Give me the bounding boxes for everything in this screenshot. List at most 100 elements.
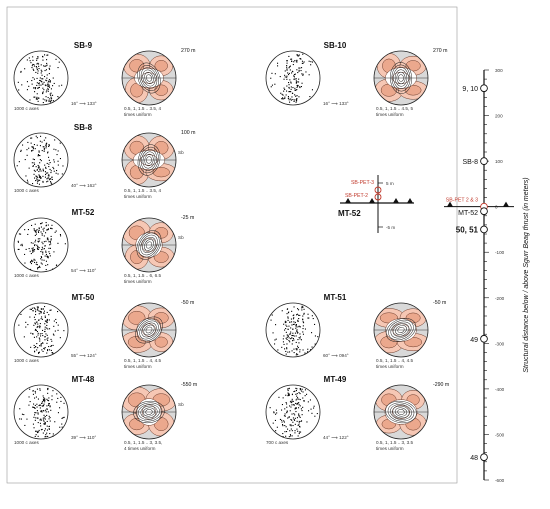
- c-axis-point: [61, 173, 63, 175]
- c-axis-point: [34, 350, 36, 352]
- c-axis-point: [46, 420, 48, 422]
- c-axis-point: [294, 432, 296, 434]
- c-axis-point: [41, 428, 43, 430]
- c-axis-point: [293, 76, 295, 78]
- c-axis-point: [41, 234, 43, 236]
- c-axis-point: [40, 256, 42, 258]
- c-axis-point: [286, 431, 288, 433]
- c-axis-point: [271, 72, 273, 74]
- sb-label: Sb: [178, 150, 184, 155]
- c-axis-point: [33, 64, 35, 66]
- c-axis-point: [286, 347, 288, 349]
- c-axis-point: [304, 395, 306, 397]
- c-axis-point: [43, 65, 45, 67]
- c-axis-point: [52, 94, 54, 96]
- c-axis-point: [51, 395, 53, 397]
- c-axis-point: [57, 412, 59, 414]
- c-axis-point: [20, 244, 22, 246]
- c-axis-point: [282, 433, 284, 435]
- c-axis-point: [20, 313, 22, 315]
- c-axis-point: [47, 392, 49, 394]
- c-axis-point: [48, 425, 50, 427]
- c-axis-point: [299, 314, 301, 316]
- c-axis-point: [42, 228, 44, 230]
- c-axis-point: [33, 87, 35, 89]
- c-axis-point: [44, 422, 46, 424]
- c-axis-point: [30, 253, 32, 255]
- c-axis-point: [56, 401, 58, 403]
- c-axis-point: [294, 332, 296, 334]
- c-axis-point: [286, 78, 288, 80]
- c-axis-point: [293, 74, 295, 76]
- c-axis-point: [39, 145, 41, 147]
- c-axis-point: [20, 71, 22, 73]
- c-axis-point: [25, 248, 27, 250]
- c-axis-point: [45, 251, 47, 253]
- c-axis-point: [37, 334, 39, 336]
- c-axis-point: [57, 173, 59, 175]
- c-axis-point: [284, 88, 286, 90]
- contour-levels: 0.5, 1, 1.5 .. 6, 6.5 times uniform: [124, 273, 161, 284]
- contour-net: [121, 384, 177, 440]
- c-axis-point: [31, 83, 33, 85]
- c-axis-point: [288, 87, 290, 89]
- c-axis-point: [292, 315, 294, 317]
- c-axis-point: [304, 389, 306, 391]
- c-axis-point: [48, 314, 50, 316]
- c-axis-point: [303, 61, 305, 63]
- c-axis-point: [291, 70, 293, 72]
- c-axis-point: [49, 93, 51, 95]
- c-axis-point: [300, 420, 302, 422]
- c-axis-point: [37, 309, 39, 311]
- c-axis-point: [310, 64, 312, 66]
- c-axis-point: [42, 248, 44, 250]
- c-axis-point: [63, 402, 65, 404]
- c-axis-point: [285, 94, 287, 96]
- c-axis-point: [46, 398, 48, 400]
- c-axis-point: [270, 319, 272, 321]
- c-axis-point: [50, 88, 52, 90]
- c-axis-point: [41, 150, 43, 152]
- c-axis-point: [290, 406, 292, 408]
- c-axis-point: [299, 416, 301, 418]
- c-axis-point: [40, 344, 42, 346]
- c-axis-point: [288, 436, 290, 438]
- c-axis-point: [282, 341, 284, 343]
- c-axis-point: [39, 169, 41, 171]
- c-axis-point: [43, 235, 45, 237]
- c-axis-point: [53, 161, 55, 163]
- c-axis-point: [31, 146, 33, 148]
- c-axis-point: [286, 313, 288, 315]
- c-axis-point: [289, 69, 291, 71]
- c-axis-point: [34, 414, 36, 416]
- c-axis-point: [37, 230, 39, 232]
- c-axis-point: [48, 174, 50, 176]
- c-axis-point: [286, 85, 288, 87]
- c-axis-point: [292, 400, 294, 402]
- c-axis-point: [301, 420, 303, 422]
- c-axis-point: [50, 409, 52, 411]
- tick-label: -300: [495, 341, 505, 346]
- c-axis-point: [60, 396, 62, 398]
- c-axis-point: [296, 81, 298, 83]
- c-axis-point: [39, 345, 41, 347]
- c-axis-point: [284, 322, 286, 324]
- c-axis-point: [296, 398, 298, 400]
- c-axis-point: [47, 349, 49, 351]
- c-axis-point: [40, 223, 42, 225]
- c-axis-point: [293, 413, 295, 415]
- c-axis-point: [20, 150, 22, 152]
- c-axis-point: [32, 183, 34, 185]
- contour-region-inner: [154, 336, 168, 348]
- c-axis-point: [41, 246, 43, 248]
- c-axes-points: [270, 53, 313, 103]
- contour-line: [135, 402, 163, 422]
- c-axis-point: [294, 390, 296, 392]
- sample-marker: [480, 225, 488, 234]
- c-axis-point: [50, 99, 52, 101]
- contour-net-outline: [121, 384, 177, 440]
- c-axis-point: [50, 243, 52, 245]
- c-axis-point: [296, 54, 298, 56]
- c-axis-point: [297, 354, 299, 356]
- c-axis-point: [21, 413, 23, 415]
